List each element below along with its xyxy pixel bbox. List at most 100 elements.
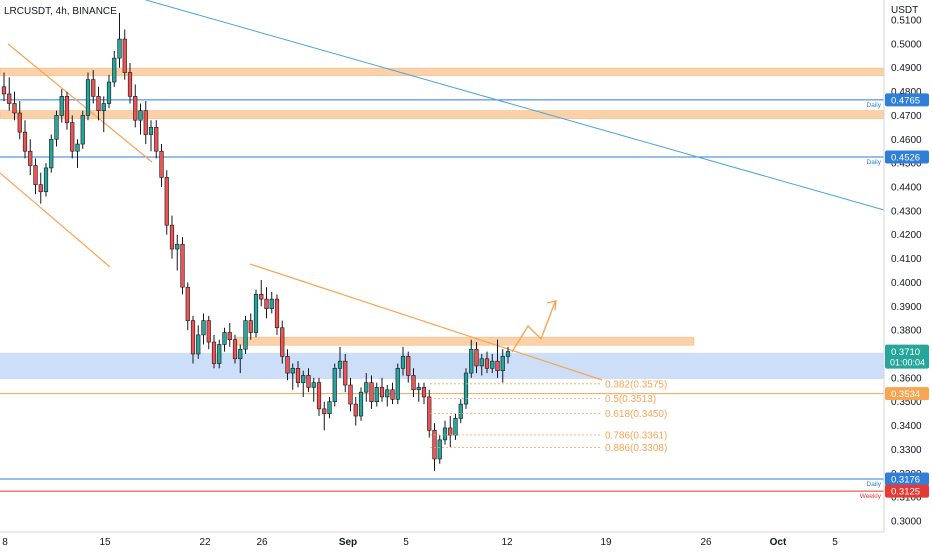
candle bbox=[374, 382, 379, 407]
candle-body bbox=[495, 360, 500, 371]
candle-body bbox=[479, 358, 484, 367]
candle-body bbox=[295, 368, 301, 383]
price-tag-bg bbox=[885, 484, 929, 498]
time-tick-label: 12 bbox=[501, 537, 513, 548]
price-tick-label: 0.4300 bbox=[891, 206, 922, 217]
time-tick-label: 22 bbox=[199, 537, 211, 548]
candle bbox=[253, 289, 259, 338]
fib-level-label: 0.786(0.3361) bbox=[605, 430, 667, 441]
candle bbox=[59, 89, 64, 123]
candle bbox=[411, 368, 416, 397]
candle-body bbox=[38, 184, 43, 193]
candle bbox=[22, 120, 28, 159]
candle-body bbox=[28, 150, 33, 166]
candle-body bbox=[311, 382, 316, 388]
candle-body bbox=[49, 138, 54, 169]
fib-level-label: 0.618(0.3450) bbox=[605, 409, 667, 420]
candle-body bbox=[301, 375, 306, 383]
channel-lower-line bbox=[0, 172, 111, 268]
candle bbox=[54, 110, 59, 147]
time-tick-label: Oct bbox=[770, 537, 787, 548]
candle-body bbox=[117, 38, 122, 59]
support-zone bbox=[0, 352, 884, 380]
price-tick-label: 0.5100 bbox=[891, 16, 922, 27]
candle-body bbox=[175, 243, 180, 250]
candle bbox=[479, 353, 484, 376]
candle bbox=[33, 158, 38, 195]
candle bbox=[169, 215, 175, 259]
candle-body bbox=[59, 96, 64, 116]
candle bbox=[217, 339, 222, 369]
candle bbox=[175, 234, 180, 271]
candle-body bbox=[190, 320, 196, 355]
candle bbox=[369, 375, 374, 409]
candle bbox=[432, 423, 437, 471]
last-price-countdown: 01:00:04 bbox=[890, 358, 925, 368]
candle-body bbox=[1, 86, 7, 95]
candle bbox=[348, 377, 353, 412]
price-tick-label: 0.3300 bbox=[891, 445, 922, 456]
candle bbox=[490, 353, 495, 374]
candle-body bbox=[101, 103, 106, 111]
candle-body bbox=[490, 360, 495, 369]
candle-body bbox=[154, 127, 159, 152]
candle bbox=[143, 101, 148, 145]
candle bbox=[400, 346, 406, 376]
channel-upper-line bbox=[7, 43, 153, 163]
time-tick-label: 19 bbox=[600, 537, 612, 548]
candle-body bbox=[75, 143, 80, 152]
candle bbox=[75, 139, 80, 168]
candle-body bbox=[43, 167, 49, 193]
candle bbox=[106, 74, 112, 109]
candle bbox=[390, 382, 395, 405]
candle-body bbox=[453, 418, 458, 436]
candle bbox=[112, 51, 117, 87]
candle bbox=[495, 339, 500, 378]
candle bbox=[238, 344, 243, 374]
candle-body bbox=[448, 427, 453, 436]
candle bbox=[227, 322, 232, 347]
drawings-layer: Daily Daily Daily Weekly bbox=[0, 0, 885, 500]
candle-body bbox=[232, 339, 238, 360]
candle-body bbox=[206, 320, 211, 343]
price-tick-label: 0.4900 bbox=[891, 63, 922, 74]
candle bbox=[133, 84, 138, 128]
candle bbox=[469, 339, 474, 378]
candle bbox=[301, 370, 306, 397]
candle bbox=[395, 363, 400, 405]
projection-arrow bbox=[511, 301, 556, 353]
candle-body bbox=[243, 320, 248, 350]
candle-body bbox=[416, 387, 421, 391]
candle-body bbox=[500, 356, 505, 371]
price-tick-label: 0.4400 bbox=[891, 182, 922, 193]
candle bbox=[322, 401, 327, 431]
price-tag-text: 0.3176 bbox=[891, 475, 920, 486]
candle-body bbox=[7, 93, 12, 104]
candle bbox=[484, 351, 490, 374]
time-axis[interactable]: 8 15 22 26 Sep 5 12 19 26 Oct 5 bbox=[2, 537, 838, 548]
candle-body bbox=[180, 243, 185, 288]
candle bbox=[311, 377, 316, 402]
candle bbox=[264, 287, 269, 319]
candle-body bbox=[133, 96, 138, 121]
candle bbox=[327, 396, 332, 419]
price-axis-bg bbox=[884, 0, 932, 550]
price-tag-bg bbox=[885, 387, 929, 401]
candle bbox=[190, 315, 196, 364]
candle bbox=[406, 351, 411, 383]
candle-body bbox=[285, 356, 290, 374]
candle-body bbox=[169, 224, 175, 250]
candle-body bbox=[112, 57, 117, 83]
last-price-tag-bg bbox=[885, 344, 929, 369]
price-tick-label: 0.4600 bbox=[891, 135, 922, 146]
candle-body bbox=[159, 150, 164, 178]
resistance-zone bbox=[0, 110, 885, 120]
price-tag-text: 0.4765 bbox=[891, 95, 920, 106]
candle bbox=[154, 120, 159, 159]
candle bbox=[259, 280, 264, 307]
candle-body bbox=[322, 408, 327, 414]
time-tick-label: 26 bbox=[700, 537, 712, 548]
fib-level-label: 0.5(0.3513) bbox=[605, 394, 656, 405]
